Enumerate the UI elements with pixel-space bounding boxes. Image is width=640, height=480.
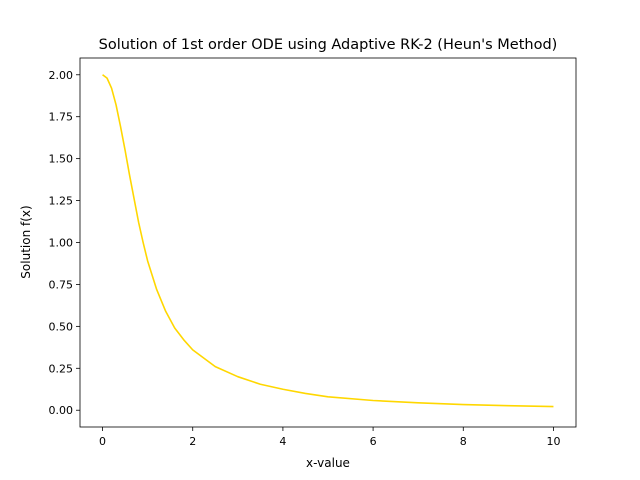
y-tick-label: 0.25 — [49, 362, 74, 375]
y-tick-label: 2.00 — [49, 69, 74, 82]
series-line-0 — [102, 74, 554, 408]
y-tick-label: 1.25 — [49, 195, 74, 208]
axes-frame — [79, 57, 577, 428]
y-axis-label: Solution f(x) — [19, 205, 33, 278]
y-tick-label: 1.75 — [49, 111, 74, 124]
y-tick-label: 0.75 — [49, 278, 74, 291]
y-tick-label: 1.00 — [49, 237, 74, 250]
y-tick-label: 0.00 — [49, 404, 74, 417]
x-tick-label: 0 — [99, 435, 106, 448]
x-tick-label: 6 — [370, 435, 377, 448]
x-tick-label: 4 — [279, 435, 286, 448]
chart-title: Solution of 1st order ODE using Adaptive… — [99, 37, 558, 53]
y-tick-label: 1.50 — [49, 153, 74, 166]
plot-area — [102, 74, 554, 408]
x-axis-ticks: 0 2 4 6 8 10 — [99, 427, 560, 448]
x-tick-label: 8 — [460, 435, 467, 448]
x-axis-label: x-value — [306, 456, 350, 470]
y-tick-label: 0.50 — [49, 320, 74, 333]
x-tick-label: 10 — [546, 435, 560, 448]
y-axis-ticks: 0.00 0.25 0.50 0.75 1.00 1.25 1.50 1.75 2.00 — [49, 69, 80, 417]
x-tick-label: 2 — [189, 435, 196, 448]
